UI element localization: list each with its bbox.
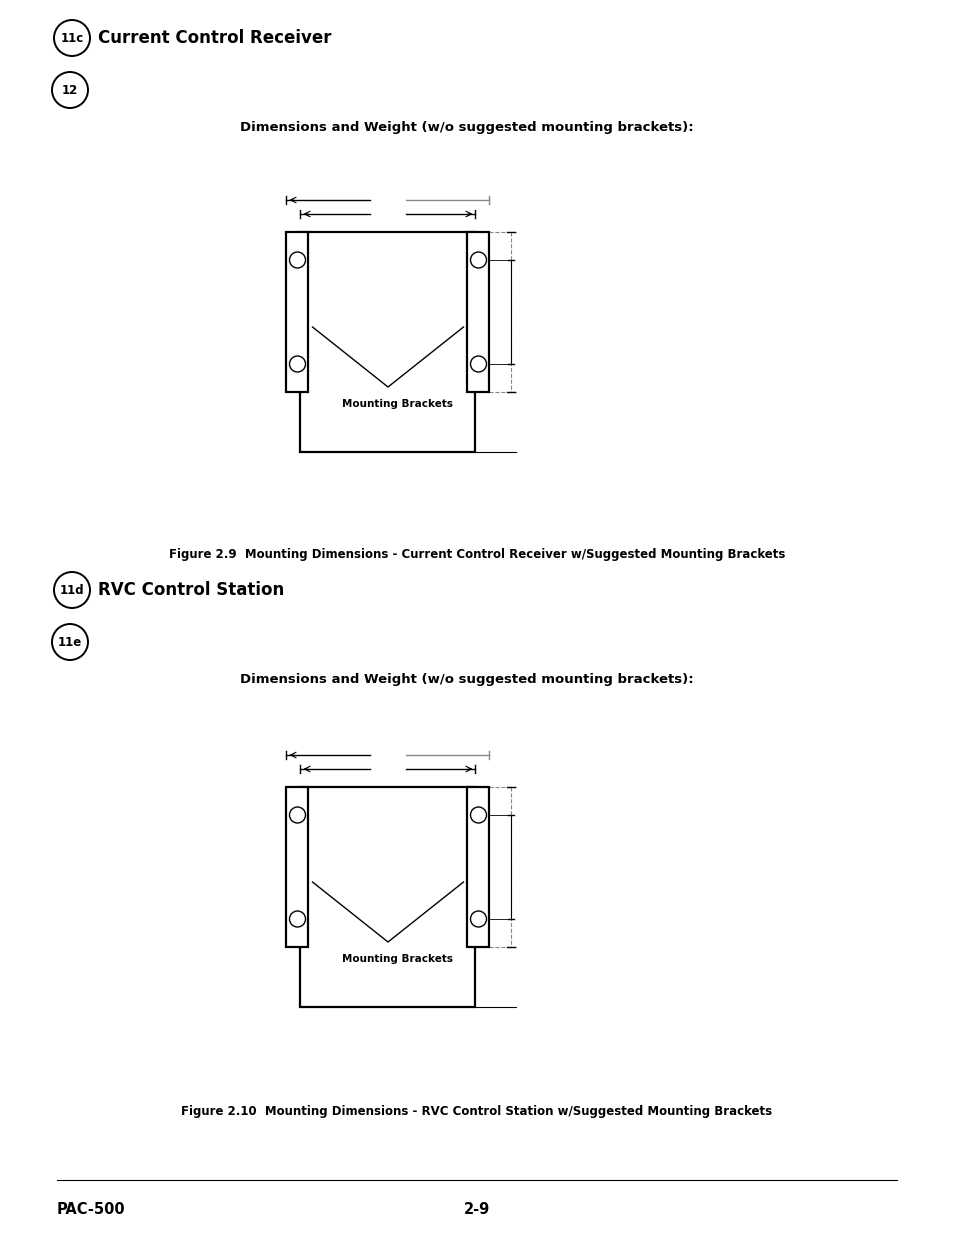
Bar xyxy=(286,787,308,947)
Text: 11e: 11e xyxy=(58,636,82,648)
Text: 11c: 11c xyxy=(60,32,84,44)
Text: Figure 2.10  Mounting Dimensions - RVC Control Station w/Suggested Mounting Brac: Figure 2.10 Mounting Dimensions - RVC Co… xyxy=(181,1105,772,1118)
Bar xyxy=(300,787,475,1007)
Bar xyxy=(286,232,308,391)
Text: 11d: 11d xyxy=(60,583,84,597)
Text: Current Control Receiver: Current Control Receiver xyxy=(98,28,331,47)
Text: Figure 2.9  Mounting Dimensions - Current Control Receiver w/Suggested Mounting : Figure 2.9 Mounting Dimensions - Current… xyxy=(169,548,784,561)
Text: 12: 12 xyxy=(62,84,78,96)
Bar xyxy=(467,787,489,947)
Bar xyxy=(467,232,489,391)
Text: Mounting Brackets: Mounting Brackets xyxy=(342,399,453,409)
Text: 2-9: 2-9 xyxy=(463,1203,490,1218)
Text: Dimensions and Weight (w/o suggested mounting brackets):: Dimensions and Weight (w/o suggested mou… xyxy=(240,121,693,135)
Text: PAC-500: PAC-500 xyxy=(57,1203,126,1218)
Text: Mounting Brackets: Mounting Brackets xyxy=(342,953,453,965)
Text: Dimensions and Weight (w/o suggested mounting brackets):: Dimensions and Weight (w/o suggested mou… xyxy=(240,673,693,687)
Text: RVC Control Station: RVC Control Station xyxy=(98,580,284,599)
Bar xyxy=(300,232,475,452)
